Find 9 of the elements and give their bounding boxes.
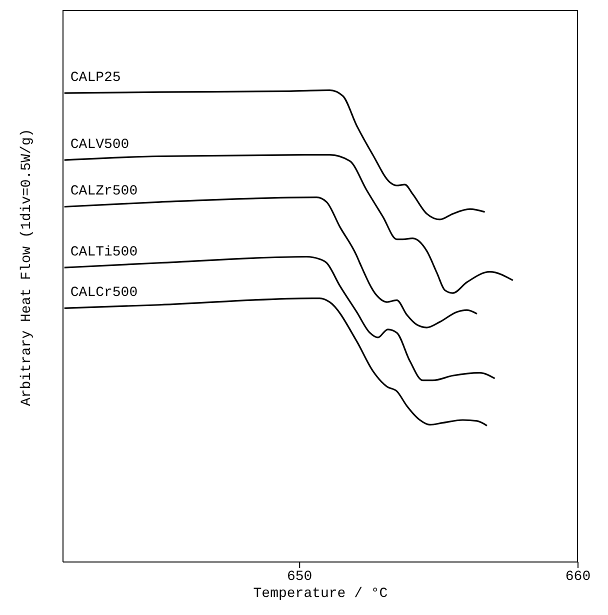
x-tick-label: 660 <box>565 568 591 585</box>
series-label: CALZr500 <box>70 184 138 200</box>
x-axis-title: Temperature / °C <box>252 586 389 602</box>
series-label: CALP25 <box>70 70 121 86</box>
y-axis-title: Arbitrary Heat Flow (1div=0.5W/g) <box>18 128 35 406</box>
series-label: CALTi500 <box>70 244 138 261</box>
series-label: CALV500 <box>70 137 130 154</box>
series-label: CALCr500 <box>70 285 138 302</box>
x-tick-label: 650 <box>287 568 312 585</box>
